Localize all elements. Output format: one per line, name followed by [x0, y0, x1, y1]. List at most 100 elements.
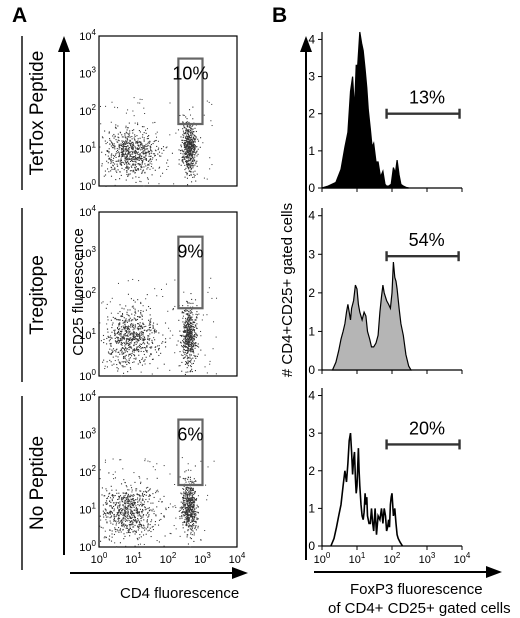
scatter-dot: [186, 500, 188, 502]
scatter-dot: [123, 347, 125, 349]
scatter-dot: [187, 352, 189, 354]
scatter-dot: [186, 331, 188, 333]
scatter-dot: [115, 524, 117, 526]
scatter-dot: [135, 169, 138, 172]
scatter-dot: [119, 162, 121, 164]
scatter-dot: [195, 146, 197, 148]
scatter-dot: [111, 143, 114, 145]
scatter-dot: [186, 522, 188, 524]
scatter-dot: [140, 142, 142, 144]
scatter-dot: [133, 349, 135, 351]
scatter-dot: [133, 150, 135, 152]
scatter-dot: [194, 156, 196, 158]
scatter-dot: [193, 342, 195, 344]
scatter-dot: [183, 330, 185, 332]
scatter-dot: [136, 508, 138, 510]
scatter-dot: [184, 502, 186, 504]
scatter-dot: [187, 506, 189, 508]
scatter-dot: [127, 160, 129, 163]
scatter-dot: [183, 346, 185, 348]
scatter-dot: [121, 313, 124, 315]
scatter-dot: [120, 315, 122, 317]
scatter-dot: [189, 149, 191, 151]
scatter-dot: [193, 146, 195, 148]
scatter-dot: [190, 174, 192, 176]
scatter-dot: [118, 325, 120, 327]
scatter-dot: [187, 316, 189, 318]
scatter-dot: [193, 141, 195, 143]
scatter-dot: [136, 346, 138, 348]
scatter-dot: [182, 511, 184, 513]
scatter-dot: [133, 505, 135, 507]
scatter-dot: [184, 326, 186, 328]
scatter-dot: [125, 331, 128, 333]
foxp3-axis-arrow-head: [486, 566, 502, 578]
scatter-dot: [129, 357, 131, 359]
cd25-axis-arrow-head: [58, 36, 70, 52]
scatter-dot: [135, 169, 137, 171]
scatter-dot: [185, 321, 187, 323]
scatter-dot: [133, 163, 135, 165]
scatter-dot: [108, 151, 110, 153]
scatter-dot: [193, 513, 196, 515]
scatter-dot: [126, 320, 128, 322]
scatter-dot: [135, 312, 137, 314]
scatter-dot: [193, 516, 195, 518]
scatter-dot: [188, 518, 190, 521]
scatter-dot: [130, 502, 133, 504]
scatter-dot: [144, 151, 146, 153]
scatter-dot: [127, 517, 129, 519]
scatter-dot: [184, 531, 186, 533]
scatter-dot: [197, 153, 199, 155]
scatter-dot: [116, 171, 118, 173]
scatter-dot: [184, 330, 186, 332]
scatter-dot: [118, 351, 120, 353]
scatter-dot: [117, 332, 119, 334]
scatter-dot: [114, 148, 116, 150]
scatter-dot: [129, 140, 131, 142]
scatter-dot: [186, 510, 188, 512]
scatter-dot: [116, 363, 118, 366]
scatter-dot: [132, 522, 134, 524]
scatter-dot: [148, 150, 150, 152]
scatter-dot: [135, 333, 138, 336]
scatter-dot: [184, 322, 186, 324]
scatter-dot: [192, 159, 194, 161]
scatter-dot: [183, 140, 185, 142]
panel-a-ylabel: CD25 fluorescence: [70, 228, 87, 356]
scatter-dot: [147, 141, 149, 143]
scatter-dot: [188, 148, 190, 150]
scatter-dot: [137, 123, 139, 126]
scatter-dot: [115, 139, 117, 141]
scatter-dot: [187, 508, 189, 511]
scatter-dot: [143, 146, 145, 148]
scatter-dot: [129, 520, 132, 522]
scatter-dot: [127, 495, 129, 497]
scatter-dot: [131, 517, 133, 519]
scatter-dot: [194, 329, 196, 331]
scatter-dot: [118, 143, 120, 145]
scatter-dot: [144, 172, 146, 174]
scatter-dot: [125, 344, 127, 346]
scatter-dot: [188, 337, 190, 339]
scatter-dot: [146, 145, 148, 147]
scatter-dot: [128, 359, 130, 362]
scatter-dot: [110, 319, 112, 321]
scatter-dot: [123, 333, 125, 336]
scatter-dot: [182, 311, 184, 314]
scatter-dot: [118, 140, 120, 142]
scatter-dot: [106, 343, 108, 345]
scatter-dot: [124, 345, 126, 347]
scatter-dot: [194, 491, 196, 493]
scatter-dot: [182, 354, 184, 357]
scatter-dot: [107, 319, 109, 321]
scatter-dot: [133, 145, 135, 147]
scatter-dot: [206, 100, 208, 102]
scatter-dot: [108, 472, 110, 474]
scatter-dot: [124, 143, 126, 145]
scatter-dot: [101, 494, 103, 496]
scatter-dot: [192, 165, 194, 167]
scatter-dot: [135, 530, 137, 532]
scatter-dot: [142, 134, 144, 136]
scatter-dot: [132, 323, 134, 325]
